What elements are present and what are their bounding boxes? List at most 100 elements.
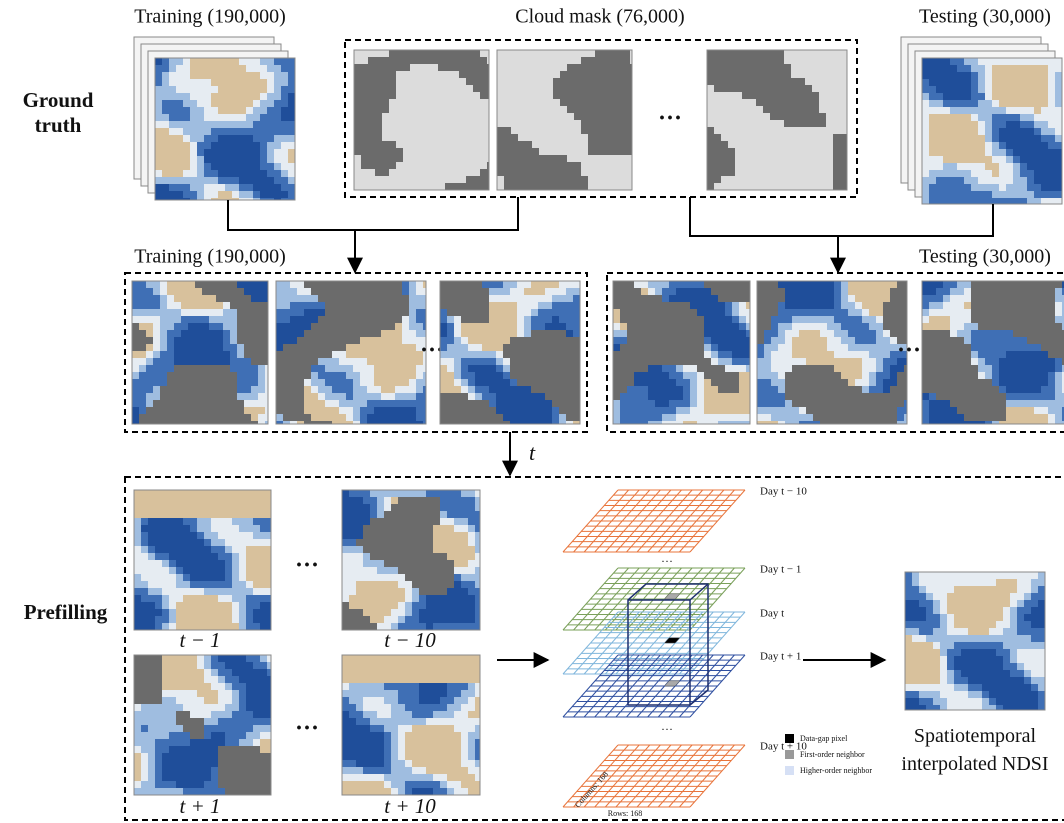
- pixel: [799, 309, 806, 316]
- pixel: [992, 107, 999, 114]
- map-image: [707, 50, 847, 190]
- pixel: [985, 407, 992, 414]
- pixel: [588, 134, 595, 141]
- pixel: [538, 386, 545, 393]
- pixel: [627, 365, 634, 372]
- pixel: [1055, 316, 1062, 323]
- pixel: [167, 288, 174, 295]
- pixel: [204, 581, 211, 588]
- pixel: [1034, 323, 1041, 330]
- pixel: [922, 149, 929, 156]
- pixel: [1041, 121, 1048, 128]
- pixel: [454, 316, 461, 323]
- pixel: [169, 546, 176, 553]
- pixel: [239, 504, 246, 511]
- pixel: [784, 113, 791, 120]
- pixel: [447, 414, 454, 421]
- pixel: [403, 71, 410, 78]
- pixel: [532, 183, 539, 190]
- pixel: [497, 148, 504, 155]
- pixel: [374, 365, 381, 372]
- pixel: [374, 302, 381, 309]
- pixel: [209, 393, 216, 400]
- pixel: [1006, 79, 1013, 86]
- pixel: [728, 85, 735, 92]
- pixel: [957, 351, 964, 358]
- pixel: [662, 393, 669, 400]
- pixel: [1027, 393, 1034, 400]
- pixel: [732, 414, 739, 421]
- pixel: [148, 504, 155, 511]
- pixel: [999, 393, 1006, 400]
- pixel: [609, 134, 616, 141]
- pixel: [218, 65, 225, 72]
- pixel: [424, 57, 431, 64]
- pixel: [461, 358, 468, 365]
- pixel: [417, 85, 424, 92]
- pixel: [559, 407, 566, 414]
- pixel: [840, 127, 847, 134]
- pixel: [290, 365, 297, 372]
- pixel: [735, 141, 742, 148]
- pixel: [897, 316, 904, 323]
- pixel: [454, 309, 461, 316]
- pixel: [964, 107, 971, 114]
- pixel: [237, 407, 244, 414]
- pixel: [409, 351, 416, 358]
- pixel: [424, 92, 431, 99]
- pixel: [936, 177, 943, 184]
- pixel: [855, 414, 862, 421]
- pixel: [943, 72, 950, 79]
- pixel: [482, 295, 489, 302]
- pixel: [396, 106, 403, 113]
- pixel: [518, 71, 525, 78]
- pixel: [971, 288, 978, 295]
- pixel: [167, 393, 174, 400]
- pixel: [999, 156, 1006, 163]
- pixel: [332, 372, 339, 379]
- pixel: [1041, 316, 1048, 323]
- pixel: [950, 344, 957, 351]
- pixel: [676, 281, 683, 288]
- pixel: [566, 323, 573, 330]
- pixel: [396, 92, 403, 99]
- pixel: [567, 155, 574, 162]
- pixel: [155, 107, 162, 114]
- pixel: [707, 50, 714, 57]
- pixel: [1034, 65, 1041, 72]
- pixel: [230, 288, 237, 295]
- pixel: [791, 64, 798, 71]
- pixel: [218, 184, 225, 191]
- pixel: [325, 295, 332, 302]
- pixel: [396, 57, 403, 64]
- pixel: [452, 148, 459, 155]
- pixel: [239, 72, 246, 79]
- pixel: [1048, 379, 1055, 386]
- pixel: [1006, 170, 1013, 177]
- pixel: [883, 337, 890, 344]
- pixel: [461, 379, 468, 386]
- pixel: [978, 365, 985, 372]
- pixel: [518, 127, 525, 134]
- pixel: [641, 330, 648, 337]
- pixel: [276, 358, 283, 365]
- pixel: [146, 414, 153, 421]
- pixel: [459, 92, 466, 99]
- pixel: [239, 163, 246, 170]
- pixel: [368, 50, 375, 57]
- pixel: [395, 372, 402, 379]
- pixel: [382, 162, 389, 169]
- pixel: [971, 149, 978, 156]
- pixel: [985, 142, 992, 149]
- pixel: [778, 365, 785, 372]
- pixel: [134, 581, 141, 588]
- pixel: [510, 281, 517, 288]
- pixel: [311, 316, 318, 323]
- pixel: [725, 414, 732, 421]
- pixel: [669, 323, 676, 330]
- pixel: [480, 120, 487, 127]
- pixel: [353, 302, 360, 309]
- pixel: [827, 351, 834, 358]
- pixel: [1055, 72, 1062, 79]
- pixel: [819, 64, 826, 71]
